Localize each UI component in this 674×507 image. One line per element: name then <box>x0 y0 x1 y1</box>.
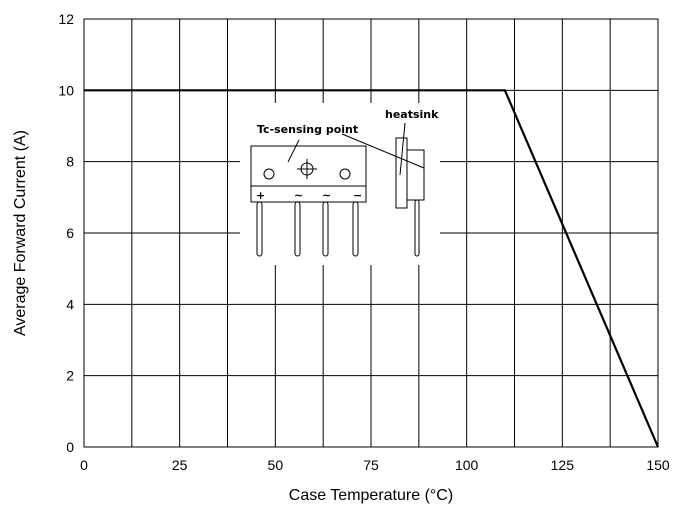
mounting-hole-left-icon <box>263 168 275 180</box>
y-tick-label: 6 <box>66 225 74 241</box>
lead-2 <box>294 201 301 257</box>
mounting-hole-right-icon <box>339 168 351 180</box>
pin-label-3: ~ <box>322 189 331 202</box>
y-axis-title: Average Forward Current (A) <box>12 130 29 336</box>
y-tick-label: 4 <box>66 296 74 312</box>
x-tick-label: 100 <box>455 457 479 473</box>
pin-label-4: − <box>353 189 362 202</box>
side-lead <box>414 199 420 257</box>
pin-label-2: ~ <box>294 189 303 202</box>
y-tick-label: 0 <box>66 439 74 455</box>
x-tick-labels: 0 25 50 75 100 125 150 <box>80 457 670 473</box>
package-illustration <box>250 137 425 257</box>
annotation-leaders <box>287 122 425 176</box>
lead-3 <box>322 201 329 257</box>
heatsink-plate <box>395 137 408 209</box>
lead-1 <box>256 201 263 257</box>
y-tick-label: 12 <box>58 11 74 27</box>
y-tick-labels: 0 2 4 6 8 10 12 <box>58 11 74 455</box>
tc-leader-to-heatsink <box>341 133 425 169</box>
x-axis-title: Case Temperature (°C) <box>289 487 453 504</box>
heatsink-label: heatsink <box>385 108 439 121</box>
x-tick-label: 50 <box>268 457 284 473</box>
x-tick-label: 125 <box>551 457 575 473</box>
y-tick-label: 2 <box>66 368 74 384</box>
y-tick-label: 8 <box>66 154 74 170</box>
heatsink-leader <box>399 122 406 176</box>
pin-label-1: + <box>256 189 265 202</box>
x-tick-label: 75 <box>363 457 379 473</box>
tc-leader-to-body <box>287 139 300 163</box>
package-base <box>250 185 367 203</box>
lead-4 <box>352 201 359 257</box>
tc-sensing-label: Tc-sensing point <box>257 123 358 136</box>
plot-frame <box>83 18 659 448</box>
package-body <box>250 145 367 187</box>
x-tick-label: 0 <box>80 457 88 473</box>
derating-curve <box>84 89 660 448</box>
x-tick-label: 25 <box>172 457 188 473</box>
x-tick-label: 150 <box>646 457 670 473</box>
side-body <box>406 149 425 201</box>
y-tick-label: 10 <box>58 82 74 98</box>
